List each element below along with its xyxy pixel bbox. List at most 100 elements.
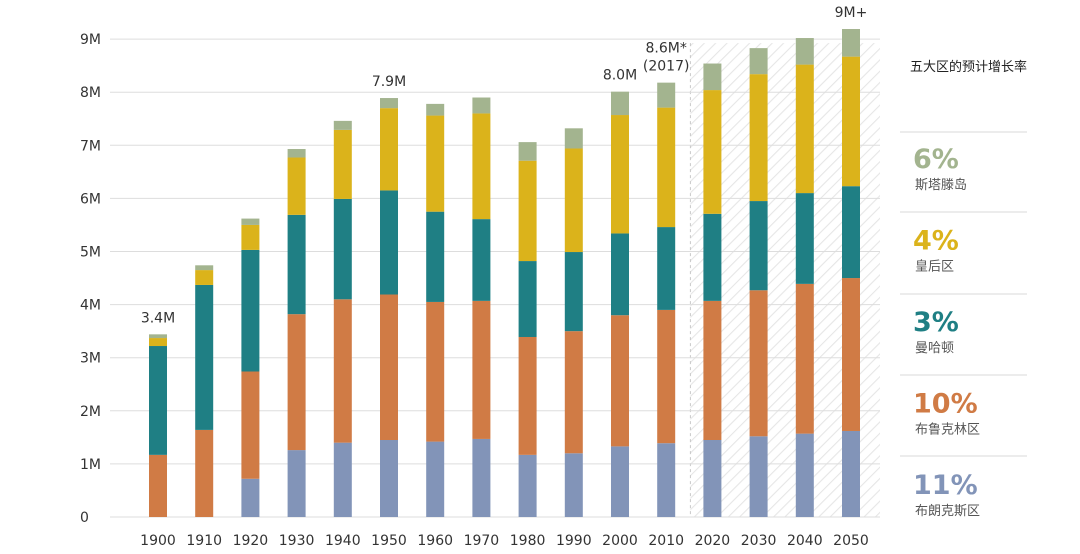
x-tick-label: 2040 xyxy=(787,533,823,549)
y-tick-label: 3M xyxy=(80,351,101,367)
bar-segment xyxy=(518,261,537,337)
bar-segment xyxy=(703,213,722,301)
bar-segment xyxy=(287,149,306,158)
bar-segment xyxy=(657,309,676,444)
bar-segment xyxy=(426,441,445,517)
x-tick-label: 1920 xyxy=(233,533,269,549)
bar-segment xyxy=(195,429,214,517)
bar-segment xyxy=(287,157,306,215)
y-tick-label: 1M xyxy=(80,457,101,473)
bar-segment xyxy=(749,74,768,202)
bar-segment xyxy=(195,284,214,430)
value-annotation: 9M+ xyxy=(835,5,868,21)
bar-segment xyxy=(564,148,583,253)
bar-segment xyxy=(749,48,768,75)
bar-segments xyxy=(149,29,860,517)
x-tick-label: 1980 xyxy=(510,533,546,549)
bar-segment xyxy=(564,453,583,517)
x-tick-label: 2010 xyxy=(648,533,684,549)
bar-segment xyxy=(149,346,167,455)
bar-segment xyxy=(333,442,352,517)
legend-label: 斯塔滕岛 xyxy=(915,177,967,193)
bar-segment xyxy=(703,300,722,441)
bar-segment xyxy=(241,224,260,250)
bar-segment xyxy=(195,270,214,285)
legend: 五大区的预计增长率 6% 斯塔滕岛 4% 皇后区 3% 曼哈顿 10% 布鲁克林区 11% 布朗克斯… xyxy=(900,59,1027,519)
bar-segment xyxy=(611,233,629,316)
bar-segment xyxy=(333,120,352,130)
bar-segment xyxy=(611,315,629,447)
bar-segment xyxy=(333,129,352,199)
legend-title: 五大区的预计增长率 xyxy=(910,59,1027,75)
bar-segment xyxy=(703,63,722,91)
bar-segment xyxy=(518,454,537,517)
legend-percent: 3% xyxy=(913,307,959,338)
bar-segment xyxy=(795,433,814,517)
value-annotation: 3.4M xyxy=(141,310,175,326)
bar-segment xyxy=(241,218,260,225)
legend-percent: 6% xyxy=(913,144,959,175)
bar-segment xyxy=(472,300,491,439)
bar-segment xyxy=(241,478,260,517)
bar-segment xyxy=(472,97,491,114)
bar-segment xyxy=(842,29,860,57)
value-annotation: 7.9M xyxy=(372,74,406,90)
bar-segment xyxy=(842,278,860,431)
bar-segment xyxy=(149,454,167,517)
x-tick-label: 1910 xyxy=(186,533,222,549)
bar-segment xyxy=(703,90,722,214)
bar-segment xyxy=(149,338,167,347)
bar-segment xyxy=(842,186,860,279)
bar-segment xyxy=(426,301,445,442)
legend-percent: 11% xyxy=(913,470,978,501)
y-tick-label: 5M xyxy=(80,245,101,261)
y-tick-label: 0 xyxy=(80,510,89,526)
value-annotations: 3.4M 7.9M 8.0M 8.6M* (2017) 9M+ xyxy=(141,5,868,326)
bar-segment xyxy=(749,436,768,517)
bar-segment xyxy=(564,128,583,149)
bar-segment xyxy=(842,56,860,187)
bar-segment xyxy=(426,115,445,212)
value-annotation: (2017) xyxy=(643,59,690,75)
bar-segment xyxy=(657,227,676,310)
bar-segment xyxy=(795,193,814,284)
x-tick-label: 1950 xyxy=(371,533,407,549)
bar-segment xyxy=(426,103,445,116)
value-annotation: 8.0M xyxy=(603,68,637,84)
x-tick-label: 1970 xyxy=(464,533,500,549)
x-tick-label: 1940 xyxy=(325,533,361,549)
bar-segment xyxy=(611,446,629,517)
bar-segment xyxy=(287,214,306,315)
bar-segment xyxy=(380,440,398,517)
bar-segment xyxy=(518,336,537,455)
y-tick-label: 2M xyxy=(80,404,101,420)
legend-label: 曼哈顿 xyxy=(915,341,954,356)
bar-segment xyxy=(149,334,167,339)
legend-percent: 10% xyxy=(913,389,978,420)
y-tick-label: 9M xyxy=(80,32,101,48)
bar-segment xyxy=(657,443,676,517)
bar-segment xyxy=(657,107,676,228)
x-tick-label: 2050 xyxy=(833,533,869,549)
bar-segment xyxy=(518,160,537,262)
bar-segment xyxy=(657,82,676,108)
y-tick-label: 7M xyxy=(80,138,101,154)
bar-segment xyxy=(611,115,629,234)
bar-segment xyxy=(795,64,814,194)
x-tick-label: 2020 xyxy=(695,533,731,549)
bar-segment xyxy=(380,190,398,295)
bar-segment xyxy=(564,331,583,454)
bar-segment xyxy=(333,198,352,300)
bar-segment xyxy=(472,438,491,517)
x-axis-ticks: 1900 1910 1920 1930 1940 1950 1960 1970 1980 1990… xyxy=(140,533,869,549)
bar-segment xyxy=(380,294,398,441)
bar-segment xyxy=(287,450,306,517)
bar-segment xyxy=(518,142,537,161)
bar-segment xyxy=(472,219,491,301)
bar-segment xyxy=(795,283,814,434)
y-tick-label: 8M xyxy=(80,85,101,101)
x-tick-label: 2000 xyxy=(602,533,638,549)
legend-label: 布朗克斯区 xyxy=(915,504,980,519)
